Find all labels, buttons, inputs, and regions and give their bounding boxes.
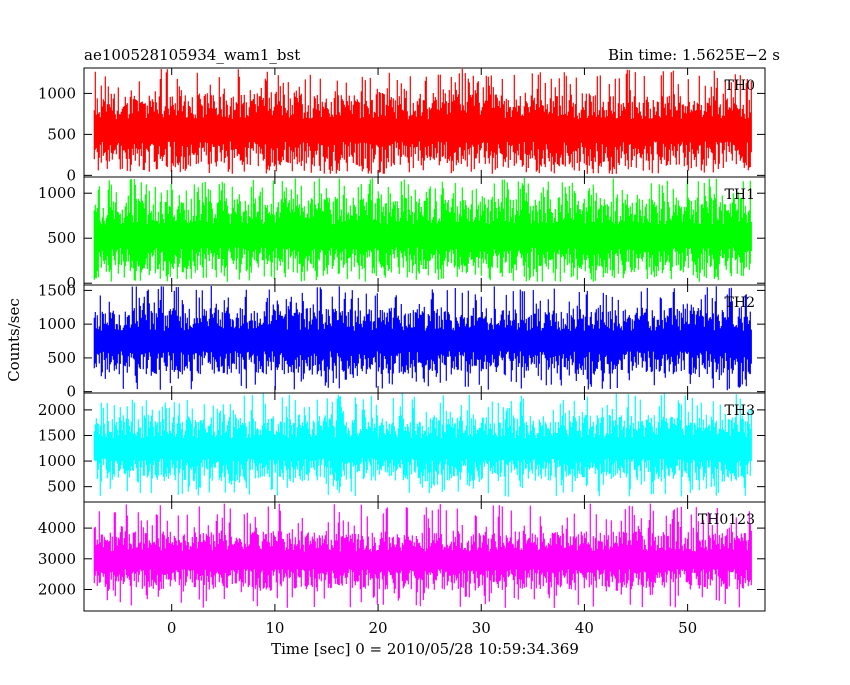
- x-tick-label: 40: [575, 619, 594, 637]
- y-tick-label: 3000: [38, 550, 76, 568]
- series-line-th3: [93, 393, 752, 497]
- panel-th0123: 2000 3000 4000 TH0123: [38, 501, 766, 612]
- y-tick-label: 500: [47, 478, 76, 496]
- panel-th1: 0 500 1000 TH1: [38, 176, 766, 292]
- y-tick-label: 2000: [38, 581, 76, 599]
- x-tick-label: 50: [678, 619, 697, 637]
- panel-label: TH0: [725, 78, 755, 94]
- y-tick-label: 1500: [38, 426, 76, 444]
- x-tick-label: 20: [369, 619, 388, 637]
- x-tick-label: 0: [167, 619, 177, 637]
- panel-label: TH2: [725, 295, 755, 311]
- panel-th0: 0 500 1000 TH0: [38, 67, 766, 184]
- y-axis-label: Counts/sec: [5, 298, 23, 382]
- y-tick-label: 1000: [38, 184, 76, 202]
- y-tick-label: 1000: [38, 452, 76, 470]
- x-tick-label: 30: [472, 619, 491, 637]
- x-tick-label: 10: [265, 619, 284, 637]
- series-line-th1: [93, 178, 752, 282]
- y-tick-label: 1500: [38, 281, 76, 299]
- series-line-th0123: [93, 503, 752, 608]
- series-line-th0: [93, 68, 752, 174]
- y-tick-label: 0: [66, 274, 76, 292]
- y-tick-label: 0: [66, 383, 76, 401]
- y-tick-label: 500: [47, 125, 76, 143]
- x-axis-label: Time [sec] 0 = 2010/05/28 10:59:34.369: [271, 640, 579, 658]
- panels-group: 0 500 1000 TH0 0 500 1000 TH1 0 500 1000 1500 TH2 500…: [38, 67, 766, 612]
- panel-frame: [83, 501, 766, 612]
- panel-label: TH3: [725, 403, 755, 419]
- y-tick-label: 1000: [38, 315, 76, 333]
- panel-th3: 500 1000 1500 2000 TH3: [38, 392, 766, 503]
- panel-label: TH1: [725, 187, 755, 203]
- y-tick-label: 500: [47, 229, 76, 247]
- x-axis: 0 10 20 30 40 50: [167, 619, 697, 637]
- panel-label: TH0123: [698, 512, 755, 528]
- series-line-th2: [93, 286, 752, 391]
- panel-th2: 0 500 1000 1500 TH2: [38, 281, 766, 401]
- bin-time-label: Bin time: 1.5625E−2 s: [608, 46, 780, 64]
- y-tick-label: 2000: [38, 401, 76, 419]
- y-tick-label: 0: [66, 166, 76, 184]
- y-tick-label: 4000: [38, 519, 76, 537]
- plot-title: ae100528105934_wam1_bst: [84, 46, 300, 64]
- y-tick-label: 1000: [38, 84, 76, 102]
- y-tick-label: 500: [47, 349, 76, 367]
